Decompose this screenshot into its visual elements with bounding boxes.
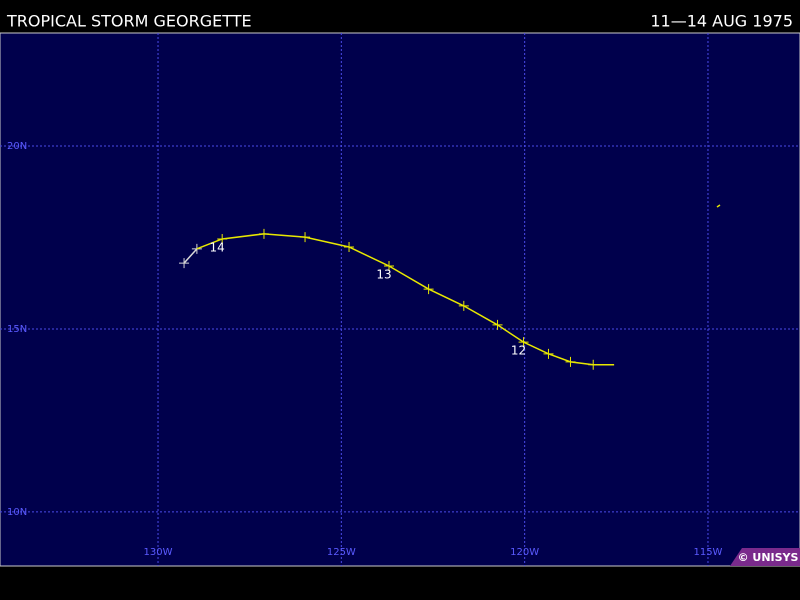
- x-tick-label: 130W: [144, 547, 173, 558]
- track-line: [183, 248, 198, 264]
- y-tick-label: 15N: [7, 324, 27, 335]
- track-marker: [300, 232, 311, 243]
- track-marker: [217, 233, 228, 244]
- track-marker: [518, 337, 529, 348]
- map-area: [0, 32, 800, 567]
- x-tick-label: 120W: [510, 547, 539, 558]
- track-marker: [179, 258, 190, 269]
- track-marker: [384, 261, 395, 272]
- day-label: 13: [376, 268, 391, 282]
- track-marker: [344, 242, 355, 253]
- title: TROPICAL STORM GEORGETTE: [6, 12, 252, 31]
- track-line: [196, 233, 615, 366]
- y-tick-label: 20N: [7, 141, 27, 152]
- track-marker: [565, 356, 576, 367]
- track-marker: [423, 284, 434, 295]
- track-marker: [458, 300, 469, 311]
- track-marker: [258, 228, 269, 239]
- day-label: 12: [511, 344, 526, 358]
- date-range: 11—14 AUG 1975: [650, 12, 793, 31]
- track-marker: [492, 319, 503, 330]
- track-marker: [588, 359, 599, 370]
- credit: © UNISYS: [738, 551, 799, 564]
- day-label: 14: [210, 240, 225, 254]
- track-marker: [543, 348, 554, 359]
- y-tick-label: 10N: [7, 507, 27, 518]
- credit-badge: [730, 548, 800, 566]
- x-tick-label: 115W: [693, 547, 722, 558]
- x-tick-label: 125W: [327, 547, 356, 558]
- island: [716, 204, 721, 208]
